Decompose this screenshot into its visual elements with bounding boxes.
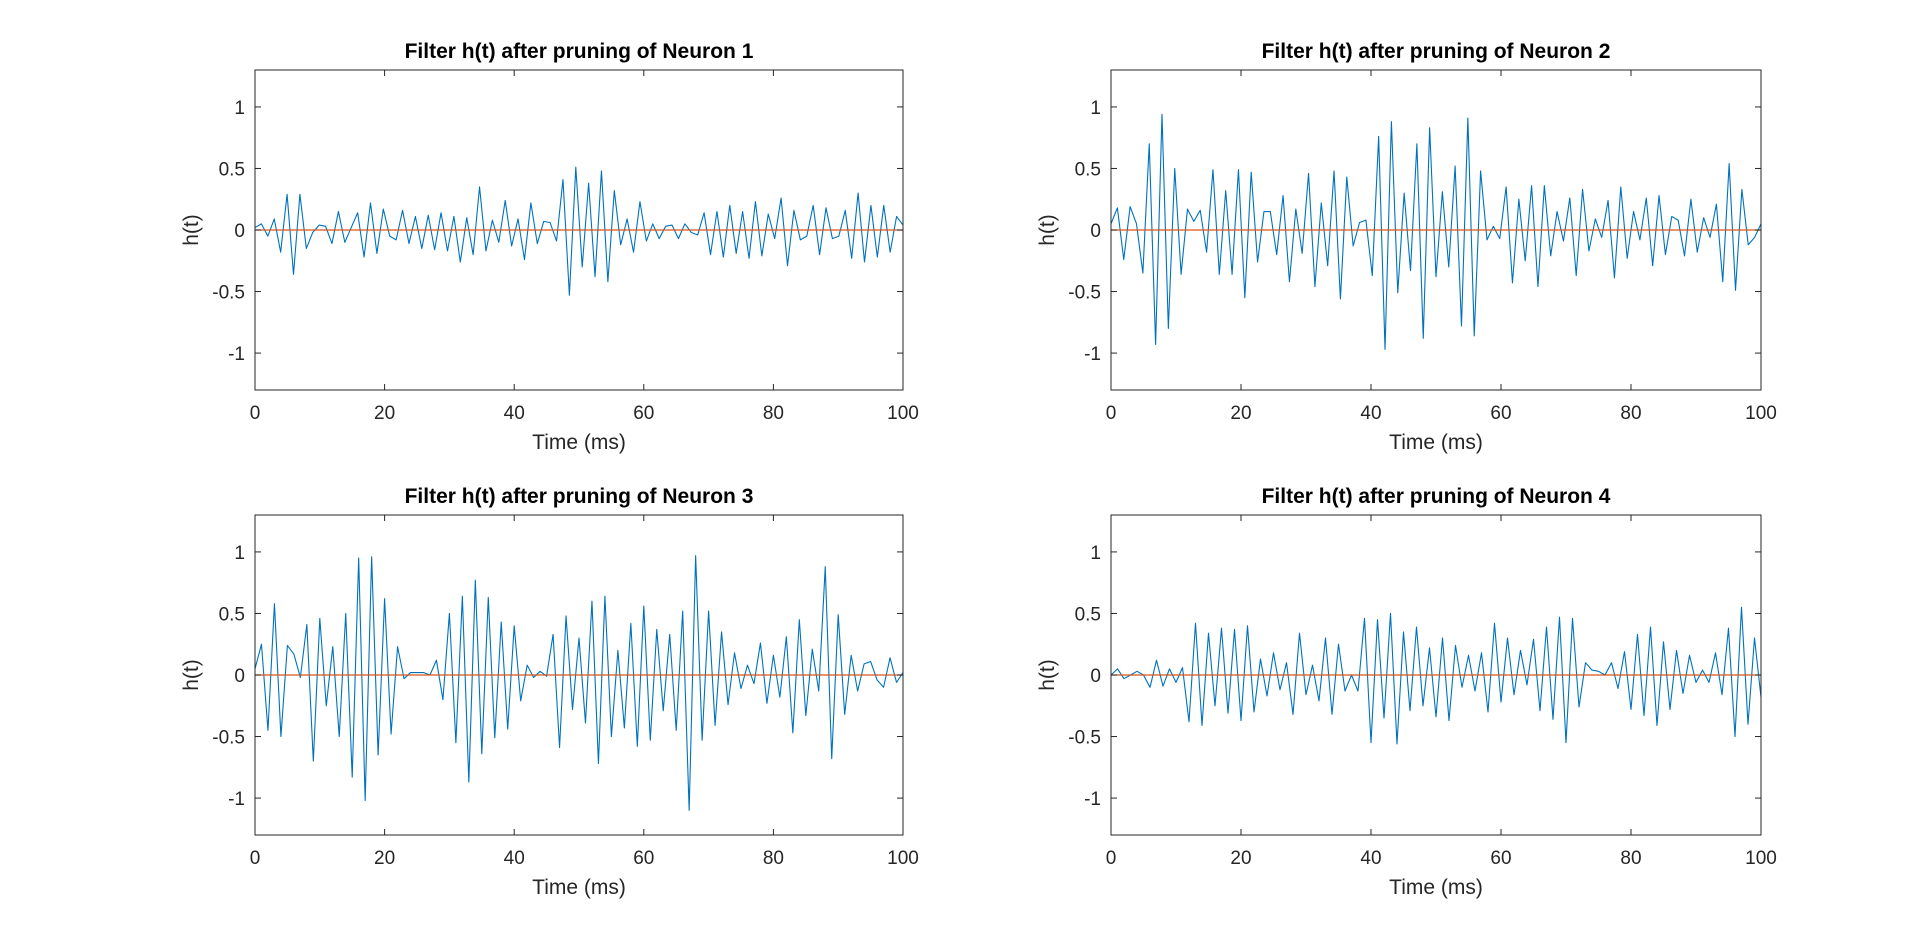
x-tick-label: 60 bbox=[633, 403, 654, 424]
y-tick-label: 1 bbox=[1090, 543, 1101, 564]
y-tick-label: 0 bbox=[1090, 666, 1101, 687]
x-tick-label: 100 bbox=[1745, 848, 1777, 869]
x-tick-label: 100 bbox=[1745, 403, 1777, 424]
y-tick-label: 0 bbox=[234, 666, 245, 687]
x-axis-label: Time (ms) bbox=[532, 431, 626, 454]
x-tick-label: 20 bbox=[1230, 848, 1251, 869]
signal-line bbox=[254, 555, 904, 811]
y-tick-label: 0 bbox=[1090, 221, 1101, 242]
x-tick-label: 20 bbox=[1230, 403, 1251, 424]
plot-title: Filter h(t) after pruning of Neuron 1 bbox=[405, 40, 754, 63]
x-axis-label: Time (ms) bbox=[532, 876, 626, 899]
y-tick-label: 0.5 bbox=[219, 159, 245, 180]
y-tick-label: 1 bbox=[1090, 98, 1101, 119]
y-axis-label: h(t) bbox=[180, 659, 203, 691]
plot-title: Filter h(t) after pruning of Neuron 4 bbox=[1262, 485, 1611, 508]
y-tick-label: 1 bbox=[234, 98, 245, 119]
y-tick-label: -0.5 bbox=[1068, 728, 1101, 749]
x-tick-label: 0 bbox=[250, 848, 261, 869]
y-axis-label: h(t) bbox=[180, 214, 203, 246]
x-tick-label: 0 bbox=[1106, 403, 1117, 424]
signal-line bbox=[254, 166, 904, 296]
x-tick-label: 60 bbox=[633, 848, 654, 869]
plot-title: Filter h(t) after pruning of Neuron 2 bbox=[1262, 40, 1611, 63]
y-tick-label: 0.5 bbox=[1075, 159, 1101, 180]
x-tick-label: 40 bbox=[504, 403, 525, 424]
y-tick-label: 0.5 bbox=[1075, 604, 1101, 625]
subplot-1: 0 20 40 60 80 100 -1 -0.5 0 0.5 1 Filter h(t) after… bbox=[180, 40, 919, 454]
x-tick-label: 80 bbox=[1620, 848, 1641, 869]
x-tick-label: 80 bbox=[763, 403, 784, 424]
y-tick-label: -1 bbox=[228, 789, 245, 810]
y-axis-label: h(t) bbox=[1036, 659, 1059, 691]
x-tick-label: 40 bbox=[504, 848, 525, 869]
signal-line bbox=[1110, 606, 1762, 745]
signal-line bbox=[1110, 113, 1762, 350]
y-axis-label: h(t) bbox=[1036, 214, 1059, 246]
x-tick-label: 100 bbox=[887, 848, 919, 869]
y-tick-label: -0.5 bbox=[1068, 283, 1101, 304]
x-axis-label: Time (ms) bbox=[1389, 431, 1483, 454]
x-tick-label: 0 bbox=[250, 403, 261, 424]
x-tick-label: 40 bbox=[1360, 403, 1381, 424]
x-tick-label: 20 bbox=[374, 403, 395, 424]
subplot-4: 0 20 40 60 80 100 -1 -0.5 0 0.5 1 Filter h(t) after… bbox=[1036, 485, 1777, 899]
x-tick-label: 20 bbox=[374, 848, 395, 869]
y-tick-label: 0 bbox=[234, 221, 245, 242]
subplot-3: 0 20 40 60 80 100 -1 -0.5 0 0.5 1 Filter h(t) after… bbox=[180, 485, 919, 899]
x-tick-label: 60 bbox=[1490, 403, 1511, 424]
x-tick-label: 80 bbox=[1620, 403, 1641, 424]
subplot-2: 0 20 40 60 80 100 -1 -0.5 0 0.5 1 Filter h(t) after… bbox=[1036, 40, 1777, 454]
x-tick-label: 80 bbox=[763, 848, 784, 869]
y-tick-label: -1 bbox=[1084, 789, 1101, 810]
x-axis-label: Time (ms) bbox=[1389, 876, 1483, 899]
y-tick-label: 0.5 bbox=[219, 604, 245, 625]
y-tick-label: -1 bbox=[228, 344, 245, 365]
x-tick-label: 0 bbox=[1106, 848, 1117, 869]
y-tick-label: -1 bbox=[1084, 344, 1101, 365]
x-tick-label: 40 bbox=[1360, 848, 1381, 869]
y-tick-label: 1 bbox=[234, 543, 245, 564]
plot-title: Filter h(t) after pruning of Neuron 3 bbox=[405, 485, 754, 508]
x-tick-label: 100 bbox=[887, 403, 919, 424]
y-tick-label: -0.5 bbox=[212, 283, 245, 304]
x-tick-label: 60 bbox=[1490, 848, 1511, 869]
y-tick-label: -0.5 bbox=[212, 728, 245, 749]
